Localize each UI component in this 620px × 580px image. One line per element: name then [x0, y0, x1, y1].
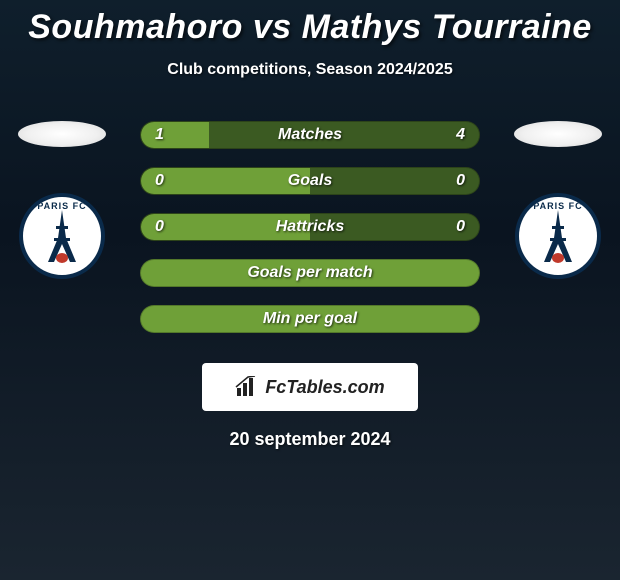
date-text: 20 september 2024 — [0, 429, 620, 450]
stat-label: Hattricks — [276, 218, 344, 236]
eiffel-icon — [537, 208, 579, 264]
attribution-badge: FcTables.com — [202, 363, 418, 411]
stat-label: Goals — [288, 172, 332, 190]
stat-value-right: 0 — [456, 172, 465, 190]
eiffel-icon — [41, 208, 83, 264]
stat-bar: 1 4 Matches — [140, 121, 480, 149]
stat-value-left: 0 — [155, 172, 164, 190]
stat-value-left: 1 — [155, 126, 164, 144]
stat-label: Goals per match — [247, 264, 372, 282]
player-left-club-crest: PARIS FC — [19, 193, 105, 279]
stat-bar: 0 0 Goals — [140, 167, 480, 195]
stat-label: Matches — [278, 126, 342, 144]
player-right-oval — [514, 121, 602, 147]
player-left-column: PARIS FC — [12, 117, 112, 279]
stat-value-right: 0 — [456, 218, 465, 236]
stat-bar: 0 0 Hattricks — [140, 213, 480, 241]
stat-label: Min per goal — [263, 310, 357, 328]
stat-bar-fill-left — [141, 168, 310, 194]
comparison-layout: PARIS FC 1 4 Matches 0 0 Goals 0 0 Hattricks Goal… — [0, 117, 620, 333]
stat-bar: Min per goal — [140, 305, 480, 333]
crest-left-label: PARIS FC — [23, 201, 101, 211]
stat-value-right: 4 — [456, 126, 465, 144]
crest-right-label: PARIS FC — [519, 201, 597, 211]
player-right-club-crest: PARIS FC — [515, 193, 601, 279]
page-title: Souhmahoro vs Mathys Tourraine — [0, 0, 620, 47]
stat-value-left: 0 — [155, 218, 164, 236]
page-subtitle: Club competitions, Season 2024/2025 — [0, 61, 620, 79]
bar-chart-icon — [235, 376, 259, 398]
stat-bars: 1 4 Matches 0 0 Goals 0 0 Hattricks Goals per mat… — [140, 121, 480, 333]
attribution-text: FcTables.com — [265, 377, 384, 398]
stat-bar-fill-left — [141, 122, 209, 148]
player-right-column: PARIS FC — [508, 117, 608, 279]
player-left-oval — [18, 121, 106, 147]
comparison-card: Souhmahoro vs Mathys Tourraine Club comp… — [0, 0, 620, 580]
stat-bar: Goals per match — [140, 259, 480, 287]
